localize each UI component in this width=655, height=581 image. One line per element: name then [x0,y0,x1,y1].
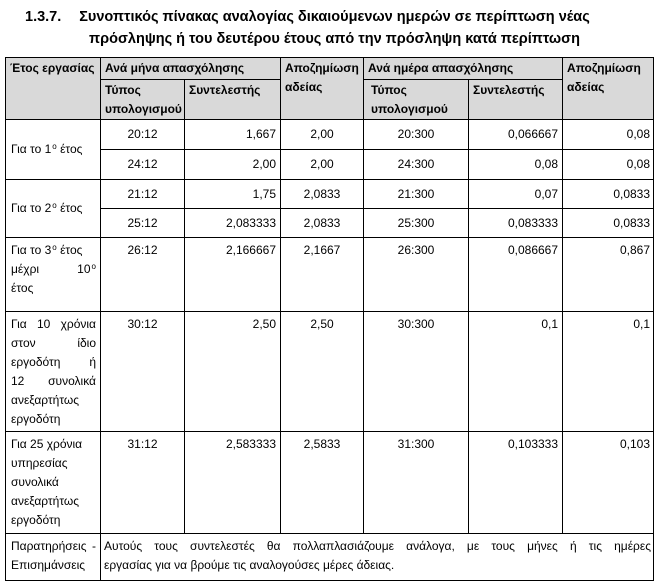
cell-calc-type-month: 26:12 [100,237,185,312]
cell-leave-comp-month: 2,5833 [280,431,365,534]
cell-coef-day: 0,083333 [468,208,564,238]
cell-coef-month: 1,667 [183,119,282,150]
row-label-line: Για το 1ο έτος [11,142,83,156]
cell-coef-day: 0,08 [468,149,564,180]
cell-leave-comp-month: 2,1667 [280,237,365,312]
cell-calc-type-month: 25:12 [100,208,185,238]
section-title-text: Συνοπτικός πίνακας αναλογίας δικαιούμενω… [62,6,607,50]
cell-calc-type-month: 24:12 [100,149,185,180]
row-label-line: Για το 2ο έτος [11,201,83,215]
ordinal-superscript: ο [91,262,96,271]
row-label-25-years: Για 25 χρόνια υπηρεσίας συνολικά ανεξαρτ… [5,431,101,534]
row-label-line: Για 25 χρόνια [11,437,83,451]
row-label-year-1: Για το 1ο έτος [5,119,101,180]
cell-leave-comp-day: 0,103 [562,431,655,534]
row-label-line: ανεξαρτήτως [11,494,80,508]
row-label-line: εργοδότη [11,412,61,426]
cell-leave-comp-month: 2,0833 [280,179,365,209]
cell-leave-comp-day: 0,08 [562,149,655,180]
cell-leave-comp-day: 0,0833 [562,179,655,209]
notes-text: Αυτούς τους συντελεστές θα πολλαπλασιάζο… [99,533,655,581]
title-line-1: Συνοπτικός πίνακας αναλογίας δικαιούμενω… [79,9,590,25]
header-calc-type-month: Τύπος υπολογισμού [100,79,185,120]
row-label-year-3-10: Για το 3ο έτος μέχρι 10ο έτος [5,237,101,312]
row-label-line: υπηρεσίας [11,456,68,470]
row-label-line: εργοδότη ή [11,355,96,369]
cell-leave-comp-day: 0,0833 [562,208,655,238]
row-label-line: 12 συνολικά [11,374,96,388]
row-label-line: μέχρι 10ο [11,262,96,276]
notes-label: Παρατηρήσεις - Επισημάνσεις [5,533,101,581]
header-per-month: Ανά μήνα απασχόλησης [99,57,282,80]
cell-coef-month: 2,083333 [183,208,282,238]
cell-coef-day: 0,07 [468,179,564,209]
cell-leave-comp-month: 2,50 [280,311,365,432]
cell-leave-comp-month: 2,00 [280,119,365,150]
leave-days-table: Έτος εργασίας Ανά μήνα απασχόλησης Αποζη… [5,57,655,581]
row-label-line: εργοδότη [11,513,61,527]
cell-calc-type-day: 26:300 [363,237,470,312]
cell-calc-type-day: 20:300 [363,119,470,150]
cell-calc-type-day: 24:300 [363,149,470,180]
cell-calc-type-day: 21:300 [363,179,470,209]
section-title: 1.3.7. Συνοπτικός πίνακας αναλογίας δικα… [0,0,655,50]
cell-leave-comp-month: 2,00 [280,149,365,180]
notes-text-line: Αυτούς τους συντελεστές θα πολλαπλασιάζο… [104,539,652,553]
cell-coef-month: 2,50 [183,311,282,432]
notes-label-line: Παρατηρήσεις - [11,539,96,553]
row-label-line: Για το 3ο έτος [11,243,83,257]
cell-coef-month: 2,583333 [183,431,282,534]
row-label-10-years: Για 10 χρόνια στον ίδιο εργοδότη ή 12 συ… [5,311,101,432]
row-label-line: συνολικά [11,475,59,489]
ordinal-superscript: ο [52,142,57,151]
cell-leave-comp-day: 0,867 [562,237,655,312]
cell-leave-comp-day: 0,08 [562,119,655,150]
header-calc-type-day: Τύπος υπολογισμού [363,79,470,120]
cell-calc-type-month: 21:12 [100,179,185,209]
section-number: 1.3.7. [25,9,62,25]
cell-calc-type-month: 30:12 [100,311,185,432]
notes-label-line: Επισημάνσεις [11,558,86,572]
header-year: Έτος εργασίας [5,57,101,120]
header-leave-comp-day: Αποζημίωση αδείας [562,57,655,120]
cell-coef-month: 1,75 [183,179,282,209]
ordinal-superscript: ο [52,243,57,252]
cell-leave-comp-day: 0,1 [562,311,655,432]
row-label-year-2: Για το 2ο έτος [5,179,101,238]
title-line-2: πρόσληψης ή του δευτέρου έτους από την π… [89,31,580,47]
cell-coef-day: 0,086667 [468,237,564,312]
cell-leave-comp-month: 2,0833 [280,208,365,238]
cell-coef-day: 0,103333 [468,431,564,534]
header-coef-month: Συντελεστής [183,79,282,120]
header-coef-day: Συντελεστής [468,79,564,120]
cell-calc-type-day: 30:300 [363,311,470,432]
cell-coef-day: 0,1 [468,311,564,432]
header-per-day: Ανά ημέρα απασχόλησης [363,57,564,80]
cell-calc-type-month: 20:12 [100,119,185,150]
cell-coef-day: 0,066667 [468,119,564,150]
header-leave-comp-month: Αποζημίωση αδείας [280,57,365,120]
row-label-line: έτος [11,281,34,295]
cell-calc-type-month: 31:12 [100,431,185,534]
cell-calc-type-day: 31:300 [363,431,470,534]
row-label-line: ανεξαρτήτως [11,393,80,407]
notes-text-line: εργασίας για να βρούμε τις αναλογούσες μ… [104,558,395,572]
cell-calc-type-day: 25:300 [363,208,470,238]
cell-coef-month: 2,166667 [183,237,282,312]
row-label-line: Για 10 χρόνια [11,317,96,331]
ordinal-superscript: ο [52,201,57,210]
row-label-line: στον ίδιο [11,336,96,350]
cell-coef-month: 2,00 [183,149,282,180]
